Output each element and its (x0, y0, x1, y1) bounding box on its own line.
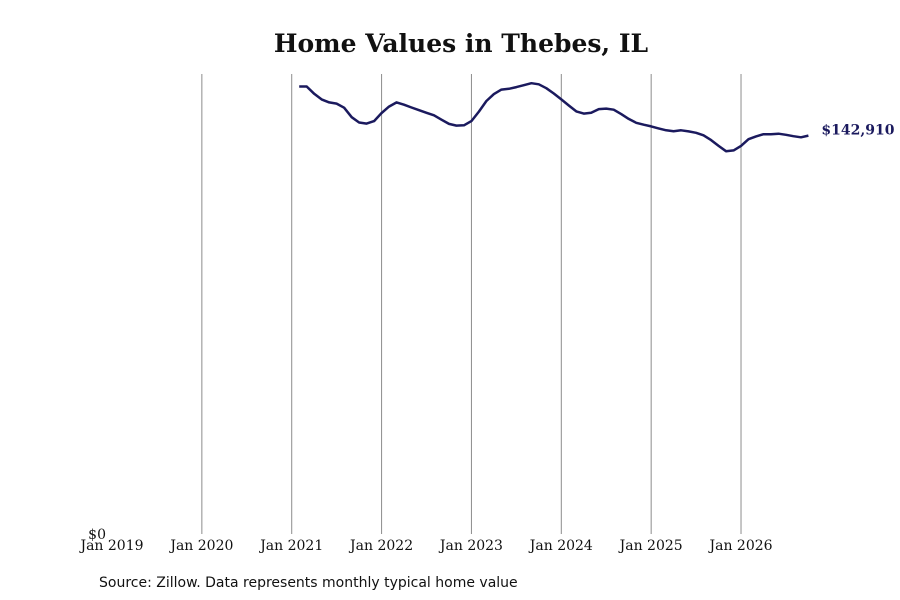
grid-lines (201, 74, 742, 534)
x-tick-label: Jan 2020 (168, 538, 233, 554)
series-line (299, 81, 809, 153)
end-value-label: $142,910 (821, 123, 894, 139)
x-tick-label: Jan 2026 (707, 538, 772, 554)
chart-title: Home Values in Thebes, IL (274, 29, 649, 58)
y-tick-label: $0 (88, 527, 106, 543)
x-tick-label: Jan 2023 (438, 538, 503, 554)
source-note: Source: Zillow. Data represents monthly … (99, 575, 518, 591)
x-tick-label: Jan 2022 (348, 538, 413, 554)
x-axis-ticks: Jan 2019 Jan 2020 Jan 2021 Jan 2022 Jan 2023… (78, 538, 772, 554)
x-tick-label: Jan 2025 (618, 538, 683, 554)
x-tick-label: Jan 2024 (528, 538, 593, 554)
x-tick-label: Jan 2021 (258, 538, 323, 554)
x-tick-label: Jan 2019 (78, 538, 143, 554)
series-layer: $142,910 (299, 81, 895, 153)
